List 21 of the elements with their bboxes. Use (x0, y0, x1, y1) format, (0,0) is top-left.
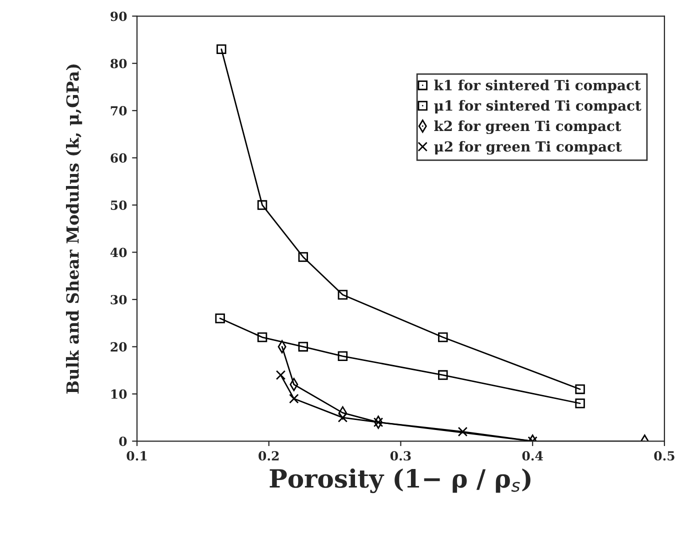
y-tick-label: 60 (110, 153, 127, 163)
legend-label: k1 for sintered Ti compact (434, 80, 641, 94)
y-tick-label: 0 (119, 436, 127, 446)
x-tick-label: 0.1 (126, 451, 147, 461)
y-tick-label: 20 (110, 342, 127, 352)
x-tick-label: 0.4 (522, 451, 543, 461)
y-tick-label: 50 (110, 200, 127, 210)
x-tick-label: 0.3 (390, 451, 411, 461)
x-axis-title: Porosity (1− ρ / ρ$_{s}$) (270, 468, 530, 494)
x-tick-label: 0.2 (258, 451, 279, 461)
legend-label: μ2 for green Ti compact (434, 141, 622, 155)
y-tick-label: 40 (110, 248, 127, 258)
y-tick-label: 90 (110, 12, 127, 22)
y-tick-label: 70 (110, 106, 127, 116)
y-tick-label: 30 (110, 294, 127, 304)
y-tick-label: 80 (110, 58, 127, 68)
legend-label: k2 for green Ti compact (434, 120, 622, 134)
legend-label: μ1 for sintered Ti compact (434, 100, 642, 114)
y-axis-title: Bulk and Shear Modulus (k, μ,GPa) (66, 64, 82, 394)
y-tick-label: 10 (111, 389, 127, 399)
x-tick-label: 0.5 (654, 451, 674, 461)
